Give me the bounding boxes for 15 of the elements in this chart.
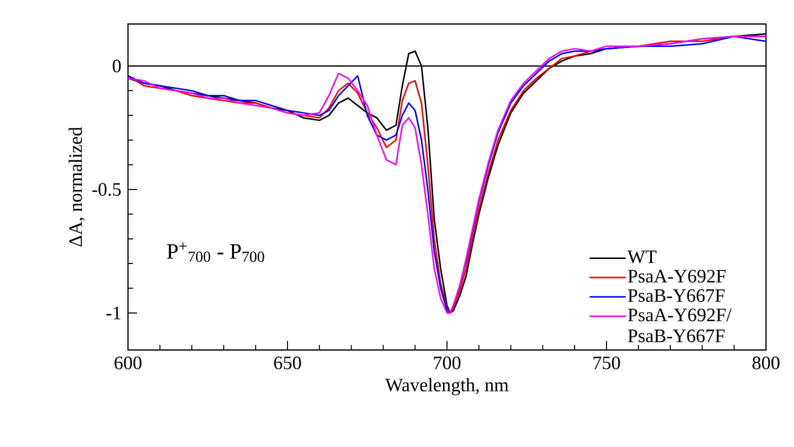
y-tick-label: 0 xyxy=(112,60,121,72)
x-tick-label: 750 xyxy=(594,356,620,370)
x-axis-title: Wavelength, nm xyxy=(385,378,508,396)
x-tick-label: 650 xyxy=(274,356,301,370)
legend-label: PsaA-Y692F/ PsaB-Y667F xyxy=(628,308,732,342)
y-axis-title: ΔA, normalized xyxy=(68,127,85,247)
x-tick-label: 800 xyxy=(752,356,780,370)
legend-label: PsaA-Y692F xyxy=(628,270,726,283)
x-tick-label: 700 xyxy=(434,356,460,370)
y-tick-label: -0.5 xyxy=(92,183,121,196)
x-tick-label: 600 xyxy=(114,356,142,370)
legend-label: PsaB-Y667F xyxy=(628,289,725,302)
y-tick-label: -1 xyxy=(106,306,120,320)
legend-label: WT xyxy=(627,250,657,264)
annotation: P$^{+}$$_{700}$ - P$_{700}$ xyxy=(167,242,264,262)
